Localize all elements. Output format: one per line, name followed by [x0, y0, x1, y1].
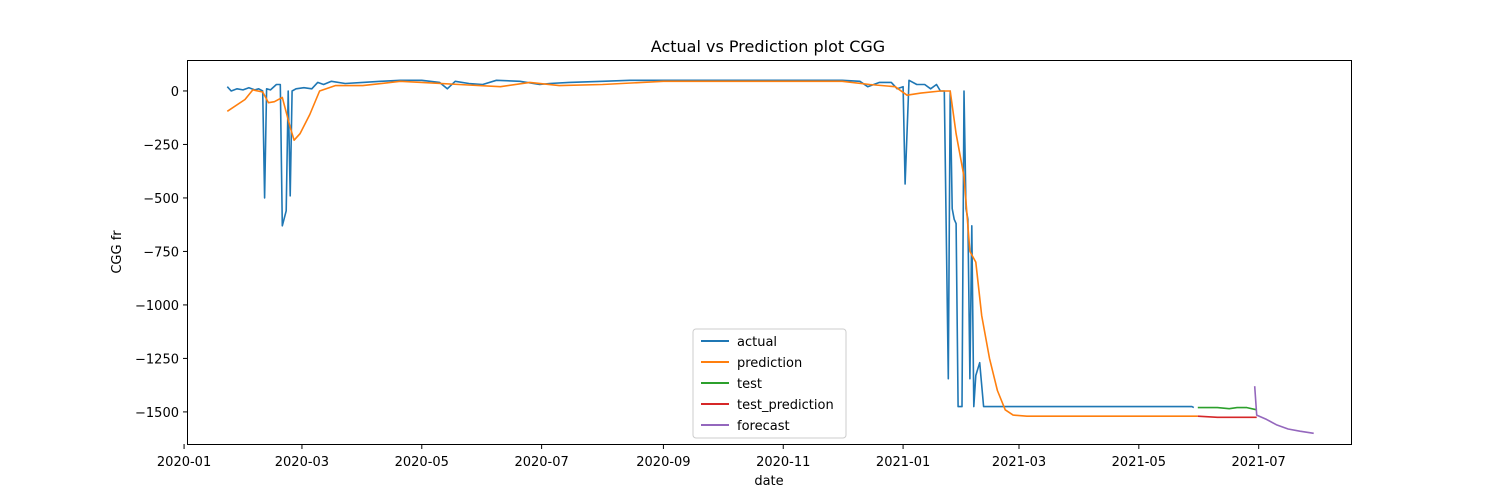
x-axis-title: date — [754, 474, 783, 489]
plot-frame — [187, 60, 1352, 445]
y-tick-label: −1250 — [135, 352, 179, 367]
series-line-test — [1197, 406, 1257, 411]
series-line-actual — [226, 79, 1195, 409]
x-tick-label: 2021-07 — [1232, 455, 1286, 470]
y-axis-title: CGG fr — [110, 230, 125, 274]
plot-area — [226, 79, 1314, 435]
legend: actual prediction test test_predictionforec… — [692, 328, 847, 439]
legend-label: forecast — [737, 419, 790, 434]
legend-label: actual — [737, 335, 777, 350]
x-tick-label: 2020-09 — [636, 455, 690, 470]
legend-label: test — [737, 377, 762, 392]
legend-label: prediction — [737, 356, 802, 371]
chart-title: Actual vs Prediction plot CGG — [651, 37, 885, 56]
legend-box — [692, 328, 847, 439]
x-tick-label: 2021-01 — [876, 455, 930, 470]
x-axis: 2020-01 2020-03 2020-05 2020-07 2020-09 2020-… — [157, 444, 1286, 470]
y-tick-label: −250 — [143, 138, 179, 153]
x-tick-label: 2020-11 — [756, 455, 810, 470]
series-line-prediction — [226, 80, 1198, 418]
y-tick-label: −1000 — [135, 299, 179, 314]
y-tick-label: −500 — [143, 192, 179, 207]
y-tick-label: −750 — [143, 245, 179, 260]
y-tick-label: 0 — [171, 85, 179, 100]
x-tick-label: 2021-05 — [1112, 455, 1166, 470]
y-axis: 0 −250 −500 −750 −1000 −1250 −1500 — [135, 85, 188, 421]
y-tick-label: −1500 — [135, 406, 179, 421]
x-tick-label: 2020-05 — [395, 455, 449, 470]
x-tick-label: 2020-07 — [514, 455, 568, 470]
legend-label: test_prediction — [737, 398, 834, 413]
series-line-forecast — [1253, 386, 1314, 435]
x-tick-label: 2021-03 — [992, 455, 1046, 470]
series-line-test-prediction — [1197, 415, 1257, 419]
x-tick-label: 2020-03 — [275, 455, 329, 470]
x-tick-label: 2020-01 — [157, 455, 211, 470]
